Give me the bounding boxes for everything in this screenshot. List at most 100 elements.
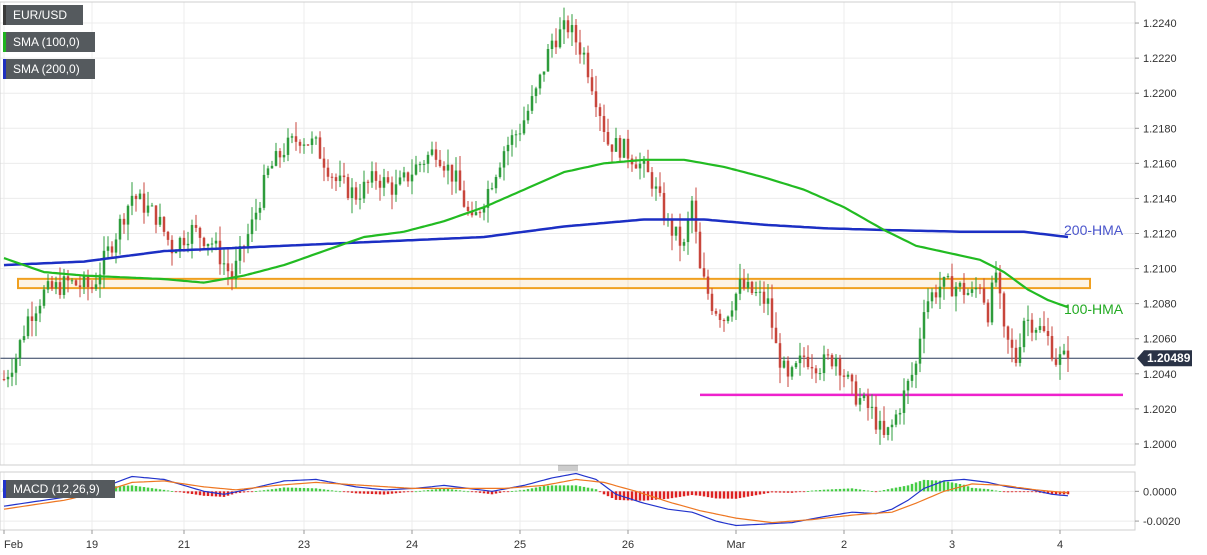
candle-184 [738, 263, 742, 301]
macd-hist-bar-174 [698, 491, 702, 496]
macd-hist-bar-128 [514, 490, 518, 492]
candle-body-176 [706, 276, 710, 294]
candle-body-1 [6, 376, 10, 380]
candle-body-28 [114, 239, 118, 253]
macd-hist-bar-52 [210, 491, 214, 497]
macd-hist-bar-97 [390, 491, 394, 494]
macd-hist-bar-247 [990, 489, 994, 492]
macd-hist-bar-261 [1046, 491, 1050, 494]
candle-body-128 [514, 134, 518, 136]
candle-body-252 [1010, 339, 1014, 348]
candle-body-165 [662, 192, 666, 221]
candle-78 [314, 135, 318, 145]
candle-body-123 [494, 176, 498, 189]
macd-hist-bar-29 [118, 486, 122, 492]
candle-154 [618, 135, 622, 163]
candle-151 [606, 118, 610, 146]
candle-138 [554, 28, 558, 55]
candle-body-64 [258, 207, 262, 213]
price-zones [0, 277, 1135, 397]
candles [2, 7, 1070, 445]
candle-body-257 [1030, 319, 1034, 333]
candle-body-218 [874, 406, 878, 430]
legend-box-0 [3, 5, 83, 25]
candle-body-142 [570, 25, 574, 33]
candle-142 [570, 14, 574, 46]
macd-hist-bar-132 [530, 488, 534, 492]
candle-body-255 [1022, 320, 1026, 348]
candle-body-47 [190, 224, 194, 244]
candle-body-159 [638, 163, 642, 169]
candle-body-106 [426, 154, 430, 164]
macd-hist-bar-163 [654, 491, 658, 500]
candle-263 [1054, 348, 1058, 367]
candle-body-8 [34, 313, 38, 322]
candle-196 [786, 356, 790, 388]
candle-body-211 [846, 374, 850, 377]
macd-hist-bar-227 [910, 483, 914, 492]
candle-body-126 [506, 144, 510, 152]
candle-123 [494, 174, 498, 194]
candle-body-210 [842, 375, 846, 377]
candle-188 [754, 281, 758, 297]
macd-hist-bar-119 [478, 491, 482, 493]
candle-147 [590, 69, 594, 96]
macd-hist-bar-122 [490, 491, 494, 495]
candle-240 [962, 273, 966, 304]
macd-hist-bar-180 [722, 491, 726, 499]
candle-body-133 [534, 88, 538, 97]
candle-256 [1026, 305, 1030, 337]
candle-190 [762, 281, 766, 313]
current-price-label: 1.20489 [1147, 351, 1191, 365]
candle-218 [874, 395, 878, 434]
candle-89 [358, 184, 362, 210]
candle-body-180 [722, 320, 726, 322]
candle-body-265 [1062, 350, 1066, 355]
macd-hist-bar-179 [718, 491, 722, 499]
candle-225 [902, 378, 906, 425]
candle-133 [534, 86, 538, 104]
macd-hist-bar-110 [442, 488, 446, 492]
macd-hist-bar-153 [614, 491, 618, 500]
macd-hist-bar-147 [590, 488, 594, 492]
macd-hist-bar-169 [678, 491, 682, 497]
candle-body-130 [522, 120, 526, 134]
y-tick-label-2: 1.2040 [1143, 369, 1177, 381]
candle-63 [254, 198, 258, 231]
candle-body-7 [30, 316, 34, 322]
candle-156 [626, 129, 630, 169]
candle-body-97 [390, 182, 394, 195]
candle-229 [918, 327, 922, 373]
candle-97 [390, 176, 394, 210]
candle-261 [1046, 317, 1050, 346]
candle-body-16 [66, 276, 70, 281]
candle-body-25 [102, 250, 106, 275]
macd-hist-bar-78 [314, 488, 318, 492]
x-tick-label-9: 3 [949, 539, 955, 551]
macd-hist-bar-80 [322, 489, 326, 492]
candle-72 [290, 133, 294, 144]
macd-hist-bar-196 [786, 491, 790, 493]
macd-hist-bar-160 [642, 491, 646, 501]
macd-hist-bar-197 [790, 491, 794, 493]
candle-body-121 [486, 188, 490, 208]
macd-hist-bar-59 [238, 491, 242, 493]
candle-122 [490, 182, 494, 191]
macd-hist-bar-235 [942, 480, 946, 492]
macd-legend-swatch [3, 480, 6, 498]
candle-body-138 [554, 40, 558, 48]
candle-86 [346, 173, 350, 201]
chart-frame [0, 1, 1136, 531]
macd-hist-bar-113 [454, 489, 458, 492]
candle-body-45 [182, 237, 186, 246]
candle-98 [394, 169, 398, 202]
candle-body-183 [734, 293, 738, 311]
candle-66 [266, 165, 270, 179]
candle-18 [74, 278, 78, 287]
macd-hist-bar-198 [794, 491, 798, 493]
candle-body-9 [38, 305, 42, 314]
macd-hist-bar-131 [526, 489, 530, 492]
candle-body-227 [910, 374, 914, 381]
candle-body-78 [314, 137, 318, 139]
candle-224 [898, 408, 902, 425]
